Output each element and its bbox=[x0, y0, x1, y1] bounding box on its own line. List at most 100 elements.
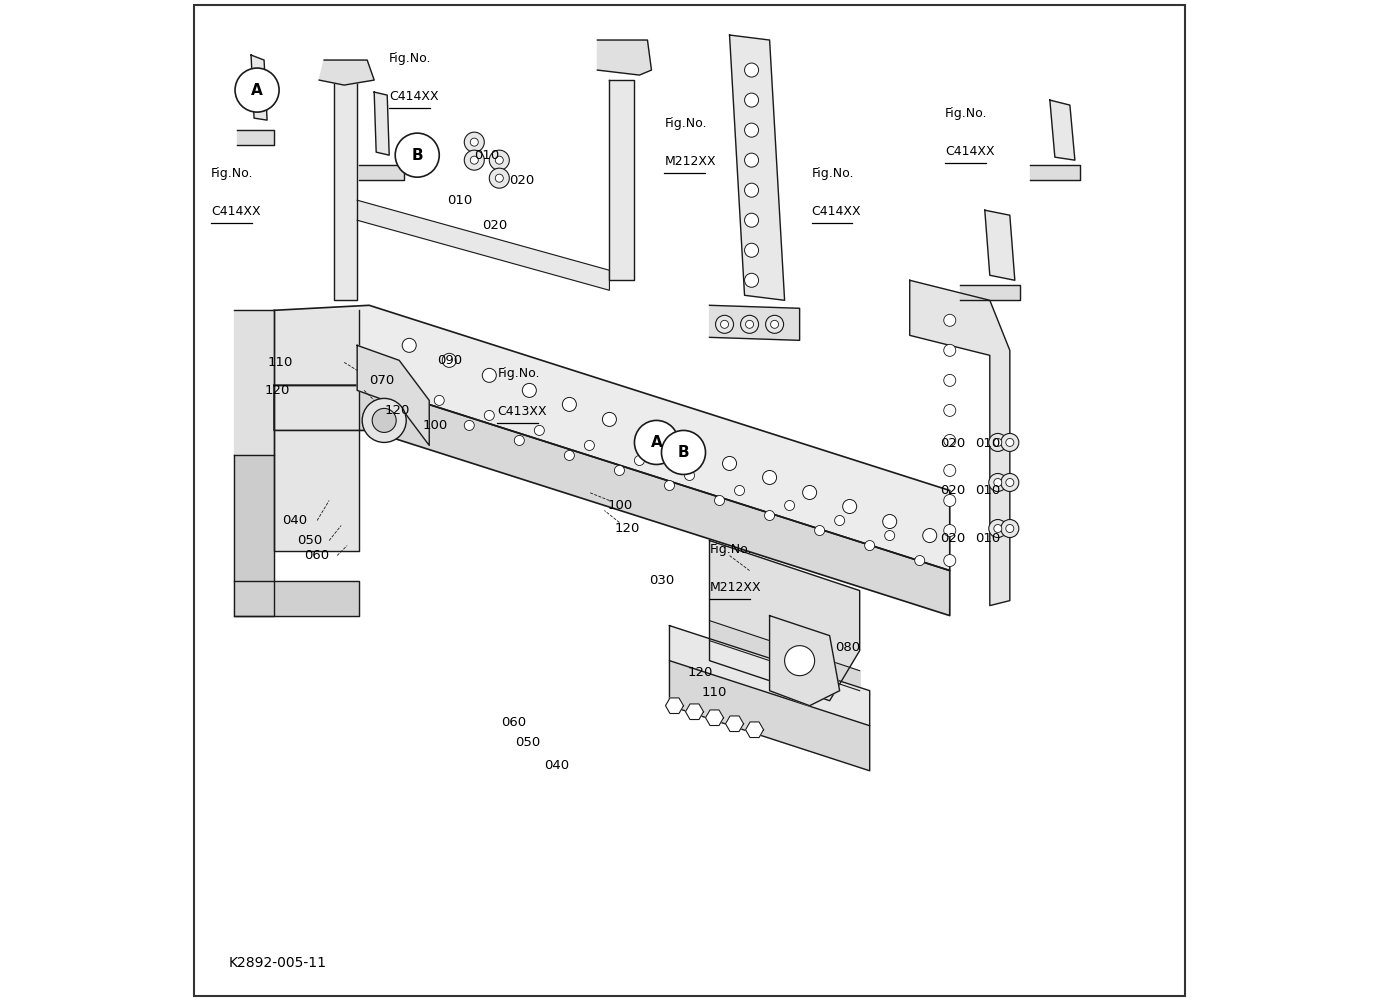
Circle shape bbox=[785, 500, 794, 511]
Polygon shape bbox=[357, 200, 610, 290]
Circle shape bbox=[735, 485, 745, 495]
Circle shape bbox=[490, 150, 509, 170]
Circle shape bbox=[865, 541, 874, 551]
Text: B: B bbox=[411, 148, 423, 162]
Text: 020: 020 bbox=[483, 219, 507, 231]
Circle shape bbox=[745, 63, 758, 77]
Text: 090: 090 bbox=[437, 354, 462, 366]
Text: Fig.No.: Fig.No. bbox=[812, 167, 854, 180]
Circle shape bbox=[943, 525, 956, 537]
Text: C413XX: C413XX bbox=[498, 405, 547, 418]
Polygon shape bbox=[685, 704, 703, 720]
Circle shape bbox=[815, 526, 825, 536]
Polygon shape bbox=[359, 165, 404, 180]
Polygon shape bbox=[597, 40, 651, 75]
Text: 060: 060 bbox=[305, 550, 330, 562]
Circle shape bbox=[634, 420, 678, 464]
Circle shape bbox=[615, 465, 625, 475]
Circle shape bbox=[585, 440, 594, 450]
Circle shape bbox=[1001, 433, 1019, 451]
Text: 040: 040 bbox=[283, 515, 308, 527]
Polygon shape bbox=[1030, 165, 1080, 180]
Text: 120: 120 bbox=[263, 384, 290, 396]
Circle shape bbox=[883, 515, 896, 529]
Circle shape bbox=[396, 133, 440, 177]
Polygon shape bbox=[274, 305, 950, 571]
Circle shape bbox=[434, 395, 444, 405]
Text: 100: 100 bbox=[607, 499, 633, 512]
Circle shape bbox=[470, 156, 479, 164]
Polygon shape bbox=[319, 60, 374, 85]
Circle shape bbox=[1005, 478, 1014, 486]
Text: 100: 100 bbox=[422, 419, 447, 431]
Text: C414XX: C414XX bbox=[389, 90, 439, 103]
Circle shape bbox=[665, 480, 674, 490]
Circle shape bbox=[714, 495, 724, 506]
Text: 120: 120 bbox=[385, 404, 410, 416]
Text: 080: 080 bbox=[834, 642, 859, 654]
Circle shape bbox=[523, 383, 536, 397]
Polygon shape bbox=[610, 80, 634, 280]
Text: 110: 110 bbox=[268, 356, 292, 368]
Polygon shape bbox=[234, 455, 274, 616]
Polygon shape bbox=[729, 35, 785, 300]
Polygon shape bbox=[1049, 100, 1074, 160]
Polygon shape bbox=[746, 722, 764, 738]
Text: 010: 010 bbox=[975, 437, 1000, 449]
Circle shape bbox=[1005, 438, 1014, 446]
Circle shape bbox=[470, 138, 479, 146]
Circle shape bbox=[603, 412, 616, 426]
Text: 020: 020 bbox=[939, 484, 965, 496]
Text: M212XX: M212XX bbox=[665, 155, 716, 168]
Circle shape bbox=[745, 213, 758, 227]
Circle shape bbox=[372, 408, 396, 432]
Circle shape bbox=[765, 315, 783, 333]
Circle shape bbox=[745, 273, 758, 287]
Text: M212XX: M212XX bbox=[710, 581, 761, 594]
Circle shape bbox=[403, 338, 416, 352]
Polygon shape bbox=[710, 541, 859, 701]
Circle shape bbox=[834, 516, 845, 526]
Circle shape bbox=[914, 556, 925, 566]
Text: 020: 020 bbox=[939, 533, 965, 545]
Text: 020: 020 bbox=[939, 437, 965, 449]
Circle shape bbox=[721, 320, 728, 328]
Circle shape bbox=[943, 374, 956, 386]
Polygon shape bbox=[985, 210, 1015, 280]
Text: Fig.No.: Fig.No. bbox=[710, 543, 752, 556]
Circle shape bbox=[465, 420, 474, 430]
Circle shape bbox=[563, 397, 576, 411]
Circle shape bbox=[943, 404, 956, 416]
Circle shape bbox=[943, 555, 956, 567]
Polygon shape bbox=[910, 280, 1009, 606]
Text: Fig.No.: Fig.No. bbox=[498, 367, 539, 380]
Circle shape bbox=[483, 368, 496, 382]
Text: Fig.No.: Fig.No. bbox=[211, 167, 254, 180]
Circle shape bbox=[683, 441, 696, 455]
Circle shape bbox=[803, 485, 816, 499]
Text: 050: 050 bbox=[516, 737, 541, 749]
Text: 030: 030 bbox=[650, 575, 674, 587]
Text: Fig.No.: Fig.No. bbox=[665, 117, 707, 130]
Circle shape bbox=[484, 410, 494, 420]
Text: 010: 010 bbox=[474, 149, 499, 161]
Circle shape bbox=[943, 434, 956, 446]
Circle shape bbox=[495, 156, 503, 164]
Polygon shape bbox=[334, 80, 357, 300]
Circle shape bbox=[943, 494, 956, 507]
Circle shape bbox=[465, 150, 484, 170]
Circle shape bbox=[716, 315, 734, 333]
Circle shape bbox=[1001, 473, 1019, 491]
Circle shape bbox=[745, 183, 758, 197]
Circle shape bbox=[684, 470, 695, 480]
Text: 050: 050 bbox=[296, 535, 323, 547]
Circle shape bbox=[989, 473, 1007, 491]
Polygon shape bbox=[669, 626, 870, 726]
Circle shape bbox=[746, 320, 753, 328]
Polygon shape bbox=[234, 581, 359, 616]
Text: C414XX: C414XX bbox=[812, 205, 862, 218]
Text: B: B bbox=[677, 445, 690, 459]
Circle shape bbox=[923, 529, 936, 543]
Text: Fig.No.: Fig.No. bbox=[945, 107, 987, 120]
Circle shape bbox=[495, 174, 503, 182]
